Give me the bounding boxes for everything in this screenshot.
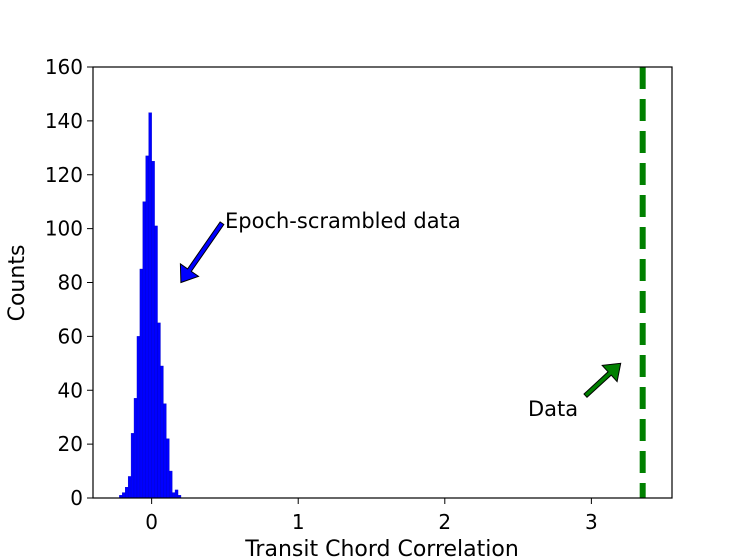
- histogram-bar: [171, 492, 176, 499]
- x-axis-label: Transit Chord Correlation: [244, 537, 519, 560]
- histogram-bar: [151, 161, 155, 499]
- histogram-bar: [163, 403, 167, 499]
- y-tick-label: 80: [58, 271, 83, 295]
- histogram-bar: [174, 489, 179, 499]
- y-tick-label: 160: [45, 55, 83, 79]
- x-tick-label: 0: [145, 510, 158, 534]
- y-axis-label: Counts: [5, 245, 30, 322]
- x-tick-label: 2: [438, 510, 451, 534]
- histogram-bar: [148, 112, 152, 499]
- y-tick-label: 120: [45, 163, 83, 187]
- annotation-label: Data: [528, 397, 578, 421]
- annotation-label: Epoch-scrambled data: [225, 209, 461, 233]
- histogram-bar: [142, 201, 146, 499]
- annotation-arrow: [179, 221, 225, 284]
- x-tick-label: 3: [585, 510, 598, 534]
- histogram-bar: [127, 476, 132, 499]
- y-tick-label: 60: [58, 324, 83, 348]
- histogram-bar: [145, 155, 149, 499]
- x-axis-ticks: 0 1 2 3: [145, 498, 598, 534]
- x-tick-label: 1: [292, 510, 305, 534]
- histogram-bar: [157, 322, 161, 499]
- histogram-bar: [136, 336, 141, 499]
- histogram-bar: [125, 487, 129, 499]
- histogram-bar: [154, 225, 158, 499]
- histogram-bars: [119, 112, 182, 499]
- histogram-bar: [139, 268, 144, 499]
- y-tick-label: 40: [58, 378, 83, 402]
- annotation-arrows: [179, 221, 622, 399]
- histogram-bar: [166, 438, 170, 499]
- y-tick-label: 0: [70, 486, 83, 510]
- y-tick-label: 140: [45, 109, 83, 133]
- annotation-labels: Epoch-scrambled data Data: [225, 209, 578, 421]
- histogram-bar: [122, 492, 126, 499]
- y-tick-label: 20: [58, 432, 83, 456]
- histogram-bar: [169, 470, 173, 499]
- histogram-bar: [133, 398, 138, 499]
- plot-frame: [92, 66, 673, 499]
- y-axis-ticks: 0 20 40 60 80 100 120 140 160: [45, 55, 93, 510]
- histogram-bar: [130, 433, 135, 499]
- histogram-bar: [160, 365, 164, 499]
- y-tick-label: 100: [45, 217, 83, 241]
- annotation-arrow: [583, 362, 622, 399]
